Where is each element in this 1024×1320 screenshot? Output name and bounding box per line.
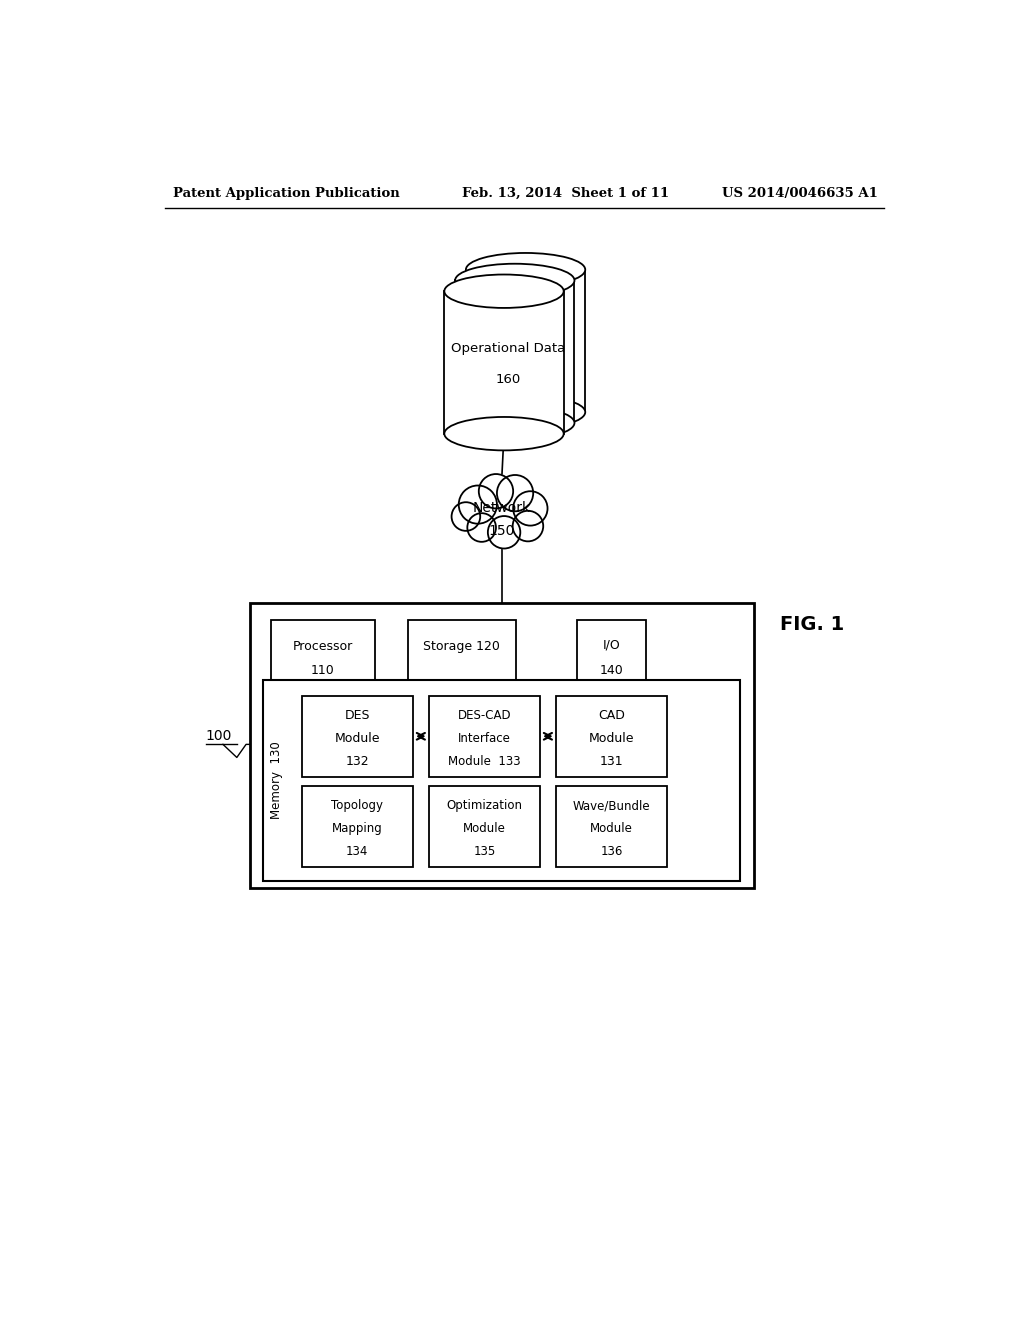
Bar xyxy=(429,785,541,867)
Text: 132: 132 xyxy=(345,755,369,768)
Text: 136: 136 xyxy=(600,845,623,858)
Text: Processor: Processor xyxy=(293,640,353,653)
Text: Operational Data: Operational Data xyxy=(451,342,565,355)
Bar xyxy=(301,785,413,867)
Ellipse shape xyxy=(466,396,586,429)
Text: 150: 150 xyxy=(488,524,515,539)
Circle shape xyxy=(497,475,534,511)
Circle shape xyxy=(467,513,496,541)
Text: 131: 131 xyxy=(600,755,624,768)
Circle shape xyxy=(459,486,497,524)
Text: Mapping: Mapping xyxy=(332,822,383,836)
Ellipse shape xyxy=(444,275,563,308)
Text: 140: 140 xyxy=(600,664,624,677)
Bar xyxy=(466,269,586,412)
Text: Network: Network xyxy=(473,502,530,515)
Text: Feb. 13, 2014  Sheet 1 of 11: Feb. 13, 2014 Sheet 1 of 11 xyxy=(462,186,669,199)
Bar xyxy=(408,620,515,689)
Text: Interface: Interface xyxy=(458,733,511,744)
Circle shape xyxy=(487,516,520,549)
Text: CAD: CAD xyxy=(598,709,625,722)
Ellipse shape xyxy=(444,417,563,450)
Text: 100: 100 xyxy=(206,729,232,743)
Text: DES-CAD: DES-CAD xyxy=(458,709,511,722)
Bar xyxy=(250,603,755,888)
Circle shape xyxy=(479,474,513,508)
Ellipse shape xyxy=(455,407,574,440)
Text: Wave/Bundle: Wave/Bundle xyxy=(572,799,650,812)
Bar xyxy=(429,696,541,776)
Text: 160: 160 xyxy=(496,372,520,385)
Text: Optimization: Optimization xyxy=(446,799,522,812)
Ellipse shape xyxy=(466,253,586,286)
Text: Patent Application Publication: Patent Application Publication xyxy=(173,186,399,199)
Bar xyxy=(578,620,646,689)
Text: Module: Module xyxy=(335,733,380,744)
Text: Topology: Topology xyxy=(332,799,383,812)
Text: FIG. 1: FIG. 1 xyxy=(780,615,844,634)
Text: Storage 120: Storage 120 xyxy=(423,640,500,653)
Text: Module: Module xyxy=(590,822,633,836)
Text: Module: Module xyxy=(589,733,634,744)
Text: Module  133: Module 133 xyxy=(449,755,520,768)
Bar xyxy=(556,696,668,776)
Text: US 2014/0046635 A1: US 2014/0046635 A1 xyxy=(722,186,878,199)
Circle shape xyxy=(452,502,480,531)
Ellipse shape xyxy=(455,264,574,297)
Bar xyxy=(301,696,413,776)
Text: DES: DES xyxy=(344,709,370,722)
Text: 134: 134 xyxy=(346,845,369,858)
Text: 110: 110 xyxy=(311,664,335,677)
Circle shape xyxy=(513,511,544,541)
Bar xyxy=(455,280,574,422)
Text: Memory  130: Memory 130 xyxy=(270,742,284,820)
Bar xyxy=(263,681,740,880)
Bar xyxy=(556,785,668,867)
Bar xyxy=(444,292,563,434)
Text: Module: Module xyxy=(463,822,506,836)
Text: I/O: I/O xyxy=(603,638,621,651)
Text: 135: 135 xyxy=(473,845,496,858)
Circle shape xyxy=(513,491,548,525)
Bar xyxy=(270,620,375,689)
